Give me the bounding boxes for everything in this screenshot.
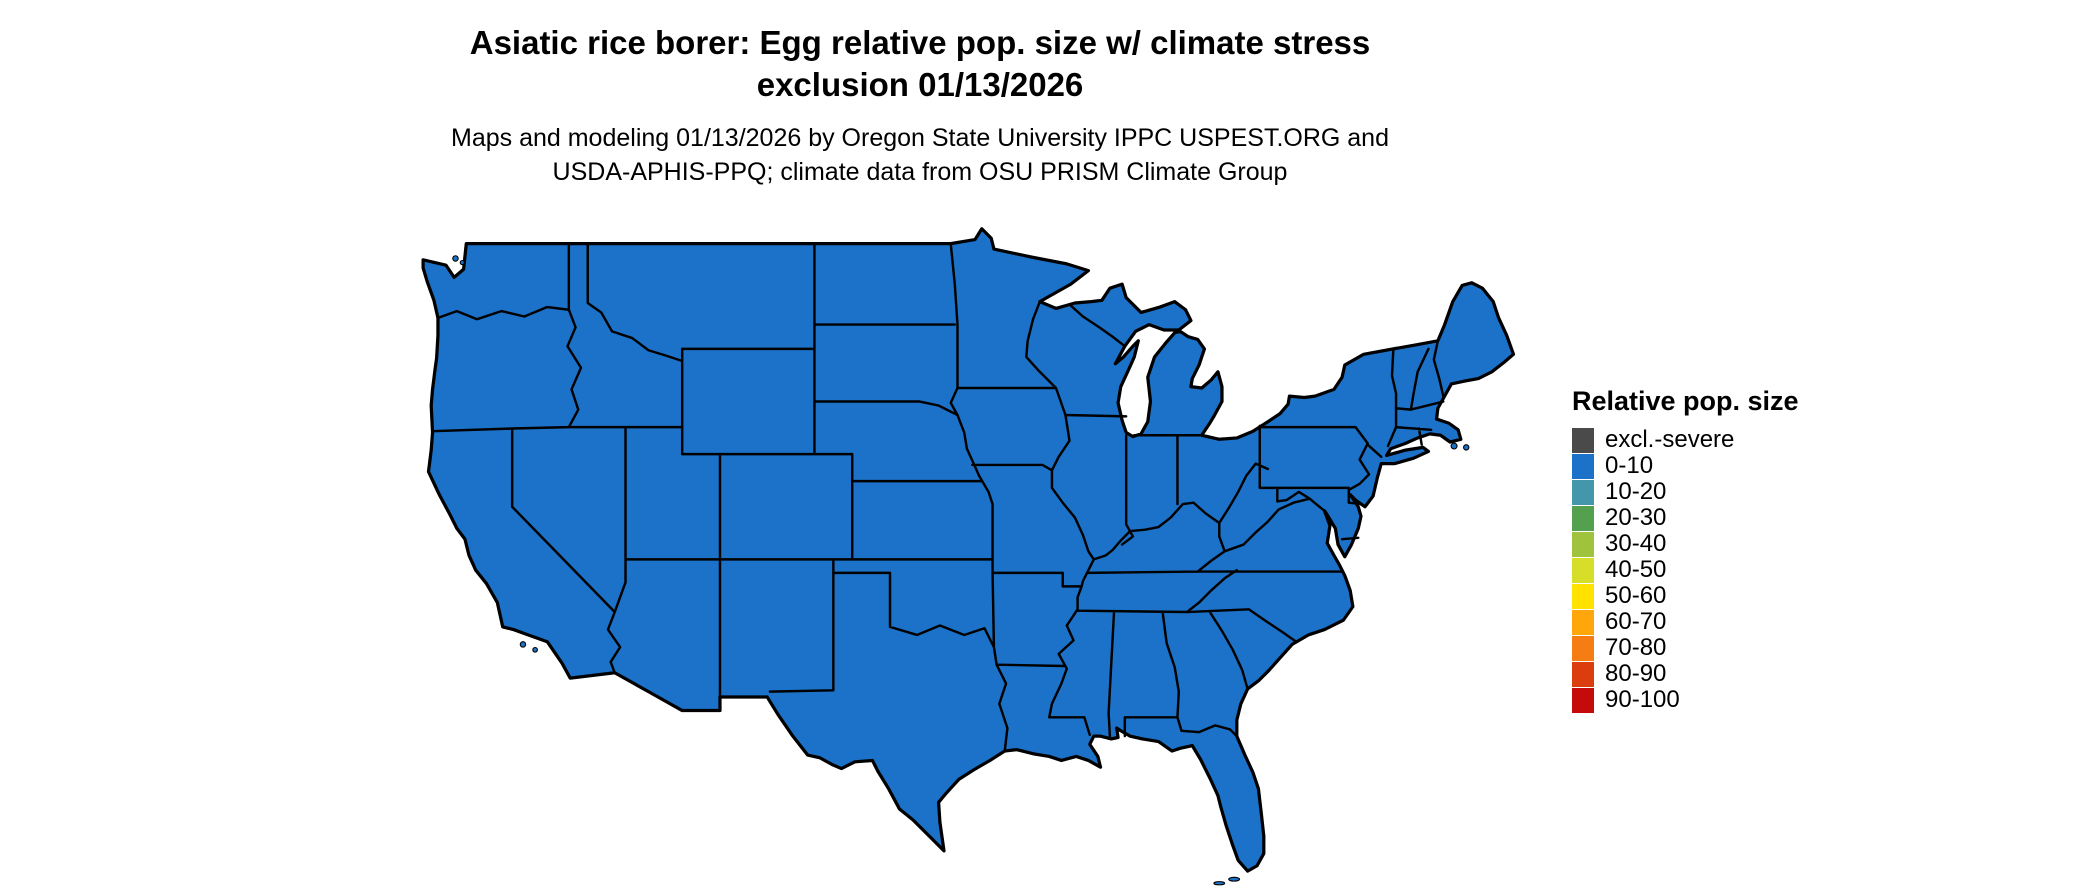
legend-item: 80-90 [1572,661,1799,687]
legend-swatch [1572,531,1594,557]
us-map-svg [421,227,1516,886]
legend-swatch [1572,505,1594,531]
legend-item-label: 40-50 [1605,556,1667,583]
legend-swatch [1572,583,1594,609]
legend-item: 0-10 [1572,453,1799,479]
island [1450,442,1458,450]
legend-item-label: 50-60 [1605,582,1667,609]
figure-title: Asiatic rice borer: Egg relative pop. si… [0,22,1840,106]
island [459,259,465,266]
legend-swatch [1572,635,1594,661]
island [519,641,527,648]
figure-subtitle-line2: USDA-APHIS-PPQ; climate data from OSU PR… [552,157,1288,186]
legend-item: 30-40 [1572,531,1799,557]
legend: Relative pop. size excl.-severe 0-10 10-20… [1572,386,1799,713]
legend-item-label: 20-30 [1605,504,1667,531]
figure-subtitle-line1: Maps and modeling 01/13/2026 by Oregon S… [451,124,1389,153]
legend-item-label: 10-20 [1605,478,1667,505]
island [1462,444,1470,451]
legend-swatch [1572,557,1594,583]
legend-item: 10-20 [1572,479,1799,505]
legend-item-label: 70-80 [1605,634,1667,661]
figure-title-line2: exclusion 01/13/2026 [756,66,1084,104]
conus-shape [421,227,1516,873]
island [1213,881,1226,886]
legend-item: 50-60 [1572,583,1799,609]
legend-item: 20-30 [1572,505,1799,531]
legend-item: 90-100 [1572,687,1799,713]
legend-item-label: 60-70 [1605,608,1667,635]
figure-header: Asiatic rice borer: Egg relative pop. si… [0,22,1840,189]
state-borders [431,242,1445,753]
legend-item: 60-70 [1572,609,1799,635]
island [532,646,538,653]
legend-item-label: 80-90 [1605,660,1667,687]
legend-items: excl.-severe 0-10 10-20 20-30 30-40 40-50 50-6… [1572,427,1799,713]
us-map [303,216,1531,892]
legend-item: excl.-severe [1572,427,1799,453]
legend-swatch [1572,427,1594,453]
legend-item-label: 90-100 [1605,686,1680,713]
figure-subtitle: Maps and modeling 01/13/2026 by Oregon S… [0,122,1840,189]
legend-swatch [1572,661,1594,687]
legend-item-label: excl.-severe [1605,426,1735,453]
figure-title-line1: Asiatic rice borer: Egg relative pop. si… [469,24,1371,61]
island [452,255,459,262]
legend-swatch [1572,453,1594,479]
legend-title: Relative pop. size [1572,386,1799,416]
legend-item-label: 0-10 [1605,452,1654,479]
legend-swatch [1572,687,1594,713]
legend-item-label: 30-40 [1605,530,1667,557]
legend-swatch [1572,609,1594,635]
island [1228,876,1241,882]
legend-swatch [1572,479,1594,505]
coastal-islands [452,255,1470,886]
legend-item: 40-50 [1572,557,1799,583]
legend-item: 70-80 [1572,635,1799,661]
